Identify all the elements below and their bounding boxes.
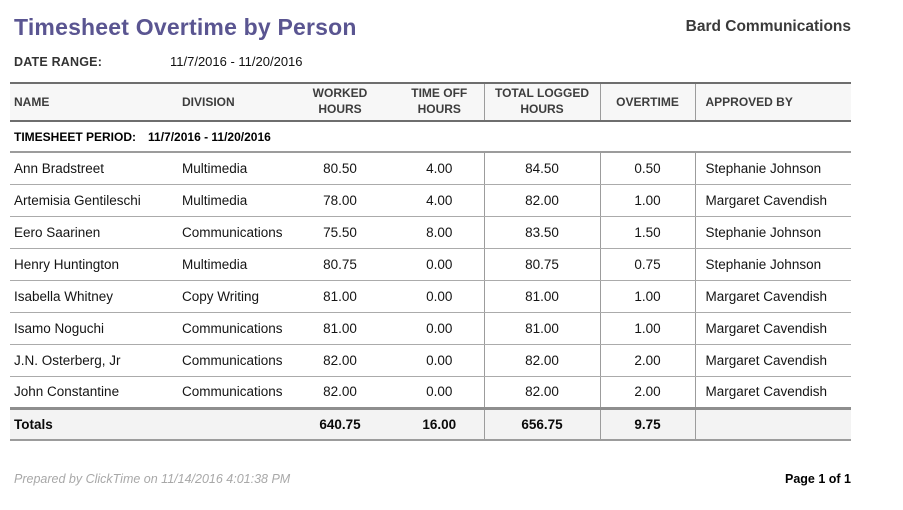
totals-worked-hours: 640.75 [285, 406, 395, 441]
cell-time-off-hours: 0.00 [395, 312, 484, 345]
totals-overtime: 9.75 [599, 406, 695, 441]
column-header-total-logged-hours: TOTAL LOGGED HOURS [483, 83, 600, 122]
totals-label: Totals [10, 406, 178, 441]
column-header-overtime: OVERTIME [599, 83, 695, 122]
cell-time-off-hours: 4.00 [395, 152, 484, 185]
cell-approved-by: Stephanie Johnson [694, 152, 851, 185]
table-row: John Constantine Communications 82.00 0.… [10, 376, 851, 409]
overtime-report-table: NAME DIVISION WORKED HOURS TIME OFF HOUR… [10, 82, 851, 441]
cell-approved-by: Stephanie Johnson [694, 216, 851, 249]
cell-name: Eero Saarinen [10, 216, 178, 249]
cell-approved-by: Margaret Cavendish [694, 184, 851, 217]
cell-overtime: 1.00 [599, 184, 695, 217]
table-row: Eero Saarinen Communications 75.50 8.00 … [10, 216, 851, 249]
cell-division: Multimedia [178, 248, 285, 281]
cell-name: Isabella Whitney [10, 280, 178, 313]
cell-overtime: 1.50 [599, 216, 695, 249]
column-header-division: DIVISION [178, 83, 285, 122]
table-row: Henry Huntington Multimedia 80.75 0.00 8… [10, 248, 851, 281]
cell-division: Communications [178, 216, 285, 249]
cell-overtime: 2.00 [599, 344, 695, 377]
cell-time-off-hours: 0.00 [395, 376, 484, 409]
cell-worked-hours: 82.00 [285, 344, 395, 377]
column-header-time-off-hours: TIME OFF HOURS [395, 83, 484, 122]
date-range: DATE RANGE: 11/7/2016 - 11/20/2016 [10, 54, 861, 69]
cell-name: Artemisia Gentileschi [10, 184, 178, 217]
timesheet-period-cell: TIMESHEET PERIOD: 11/7/2016 - 11/20/2016 [10, 121, 851, 153]
table-row: J.N. Osterberg, Jr Communications 82.00 … [10, 344, 851, 377]
table-row: Isamo Noguchi Communications 81.00 0.00 … [10, 312, 851, 345]
column-header-name: NAME [10, 83, 178, 122]
cell-approved-by: Stephanie Johnson [694, 248, 851, 281]
column-header-approved-by: APPROVED BY [694, 83, 851, 122]
report-footer: Prepared by ClickTime on 11/14/2016 4:01… [10, 472, 851, 486]
totals-division [178, 406, 285, 441]
totals-total-logged-hours: 656.75 [483, 406, 600, 441]
timesheet-period-label: TIMESHEET PERIOD: [14, 129, 137, 144]
date-range-label: DATE RANGE: [14, 55, 103, 69]
cell-overtime: 2.00 [599, 376, 695, 409]
cell-overtime: 0.75 [599, 248, 695, 281]
cell-worked-hours: 81.00 [285, 312, 395, 345]
cell-approved-by: Margaret Cavendish [694, 312, 851, 345]
cell-total-logged-hours: 82.00 [483, 184, 600, 217]
cell-worked-hours: 80.50 [285, 152, 395, 185]
cell-name: John Constantine [10, 376, 178, 409]
report-page: Timesheet Overtime by Person Bard Commun… [10, 14, 861, 486]
cell-worked-hours: 82.00 [285, 376, 395, 409]
cell-overtime: 0.50 [599, 152, 695, 185]
company-name: Bard Communications [685, 18, 851, 35]
cell-division: Communications [178, 376, 285, 409]
cell-division: Multimedia [178, 152, 285, 185]
cell-time-off-hours: 0.00 [395, 248, 484, 281]
page-title: Timesheet Overtime by Person [14, 14, 357, 40]
cell-total-logged-hours: 80.75 [483, 248, 600, 281]
date-range-value: 11/7/2016 - 11/20/2016 [170, 54, 303, 69]
cell-approved-by: Margaret Cavendish [694, 280, 851, 313]
cell-total-logged-hours: 82.00 [483, 344, 600, 377]
cell-total-logged-hours: 84.50 [483, 152, 600, 185]
table-row: Artemisia Gentileschi Multimedia 78.00 4… [10, 184, 851, 217]
cell-time-off-hours: 0.00 [395, 280, 484, 313]
page-number: Page 1 of 1 [785, 472, 851, 486]
cell-overtime: 1.00 [599, 312, 695, 345]
cell-total-logged-hours: 81.00 [483, 280, 600, 313]
timesheet-period-row: TIMESHEET PERIOD: 11/7/2016 - 11/20/2016 [10, 121, 851, 153]
cell-division: Multimedia [178, 184, 285, 217]
report-header: Timesheet Overtime by Person Bard Commun… [10, 14, 851, 41]
cell-division: Communications [178, 344, 285, 377]
table-header: NAME DIVISION WORKED HOURS TIME OFF HOUR… [10, 83, 851, 122]
cell-worked-hours: 81.00 [285, 280, 395, 313]
cell-approved-by: Margaret Cavendish [694, 376, 851, 409]
cell-total-logged-hours: 81.00 [483, 312, 600, 345]
column-header-worked-hours: WORKED HOURS [285, 83, 395, 122]
totals-row: Totals 640.75 16.00 656.75 9.75 [10, 406, 851, 441]
cell-division: Copy Writing [178, 280, 285, 313]
table-row: Isabella Whitney Copy Writing 81.00 0.00… [10, 280, 851, 313]
table-row: Ann Bradstreet Multimedia 80.50 4.00 84.… [10, 152, 851, 185]
cell-name: Ann Bradstreet [10, 152, 178, 185]
cell-worked-hours: 75.50 [285, 216, 395, 249]
cell-time-off-hours: 8.00 [395, 216, 484, 249]
prepared-by-text: Prepared by ClickTime on 11/14/2016 4:01… [14, 472, 291, 486]
cell-worked-hours: 78.00 [285, 184, 395, 217]
cell-time-off-hours: 0.00 [395, 344, 484, 377]
cell-total-logged-hours: 83.50 [483, 216, 600, 249]
cell-approved-by: Margaret Cavendish [694, 344, 851, 377]
cell-name: Henry Huntington [10, 248, 178, 281]
cell-time-off-hours: 4.00 [395, 184, 484, 217]
cell-worked-hours: 80.75 [285, 248, 395, 281]
cell-total-logged-hours: 82.00 [483, 376, 600, 409]
timesheet-period-value: 11/7/2016 - 11/20/2016 [148, 129, 271, 144]
cell-division: Communications [178, 312, 285, 345]
totals-approved-by [694, 406, 851, 441]
cell-overtime: 1.00 [599, 280, 695, 313]
totals-time-off-hours: 16.00 [395, 406, 484, 441]
cell-name: J.N. Osterberg, Jr [10, 344, 178, 377]
cell-name: Isamo Noguchi [10, 312, 178, 345]
